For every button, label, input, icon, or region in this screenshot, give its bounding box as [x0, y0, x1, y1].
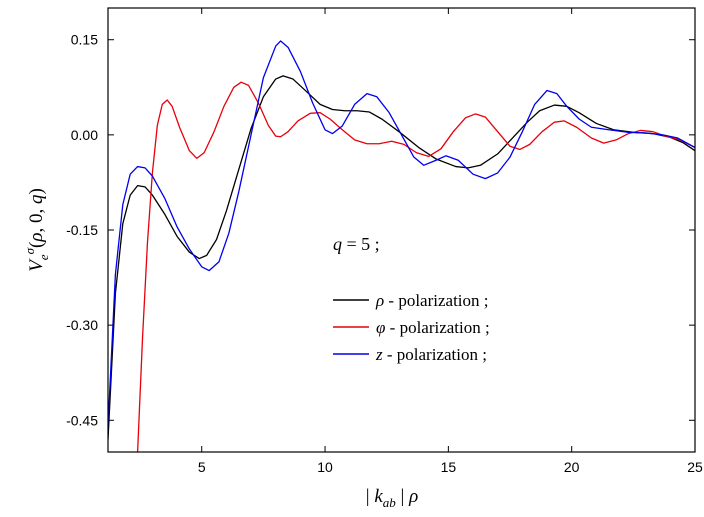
tick-layer: 5 10 15 20 25 -0.45 -0.30 -0.15 0.00 0.15: [66, 8, 703, 475]
legend-label-1: φ - polarization ;: [376, 318, 490, 337]
y-tick-label: -0.15: [66, 222, 98, 238]
legend-label-2: z - polarization ;: [375, 345, 487, 364]
x-axis-label: | kab | ρ: [366, 486, 418, 510]
y-tick-label: -0.45: [66, 412, 98, 428]
x-tick-label: 20: [564, 459, 580, 475]
plot-frame: [107, 7, 696, 453]
legend-label-0: ρ - polarization ;: [375, 291, 489, 310]
series-layer: [108, 40, 695, 452]
y-tick-label: 0.15: [71, 32, 98, 48]
y-tick-label: -0.30: [66, 317, 98, 333]
x-tick-label: 5: [198, 459, 206, 475]
annotation: q = 5 ;: [333, 234, 380, 254]
x-tick-label: 15: [441, 459, 457, 475]
x-tick-label: 25: [687, 459, 703, 475]
legend: ρ - polarization ; φ - polarization ; z - …: [333, 291, 490, 364]
series-line-1: [136, 81, 695, 452]
y-axis-label: Veσ(ρ, 0, q): [22, 188, 51, 272]
y-tick-label: 0.00: [71, 127, 98, 143]
series-line-0: [108, 75, 695, 440]
x-tick-label: 10: [317, 459, 333, 475]
series-line-2: [108, 40, 695, 428]
